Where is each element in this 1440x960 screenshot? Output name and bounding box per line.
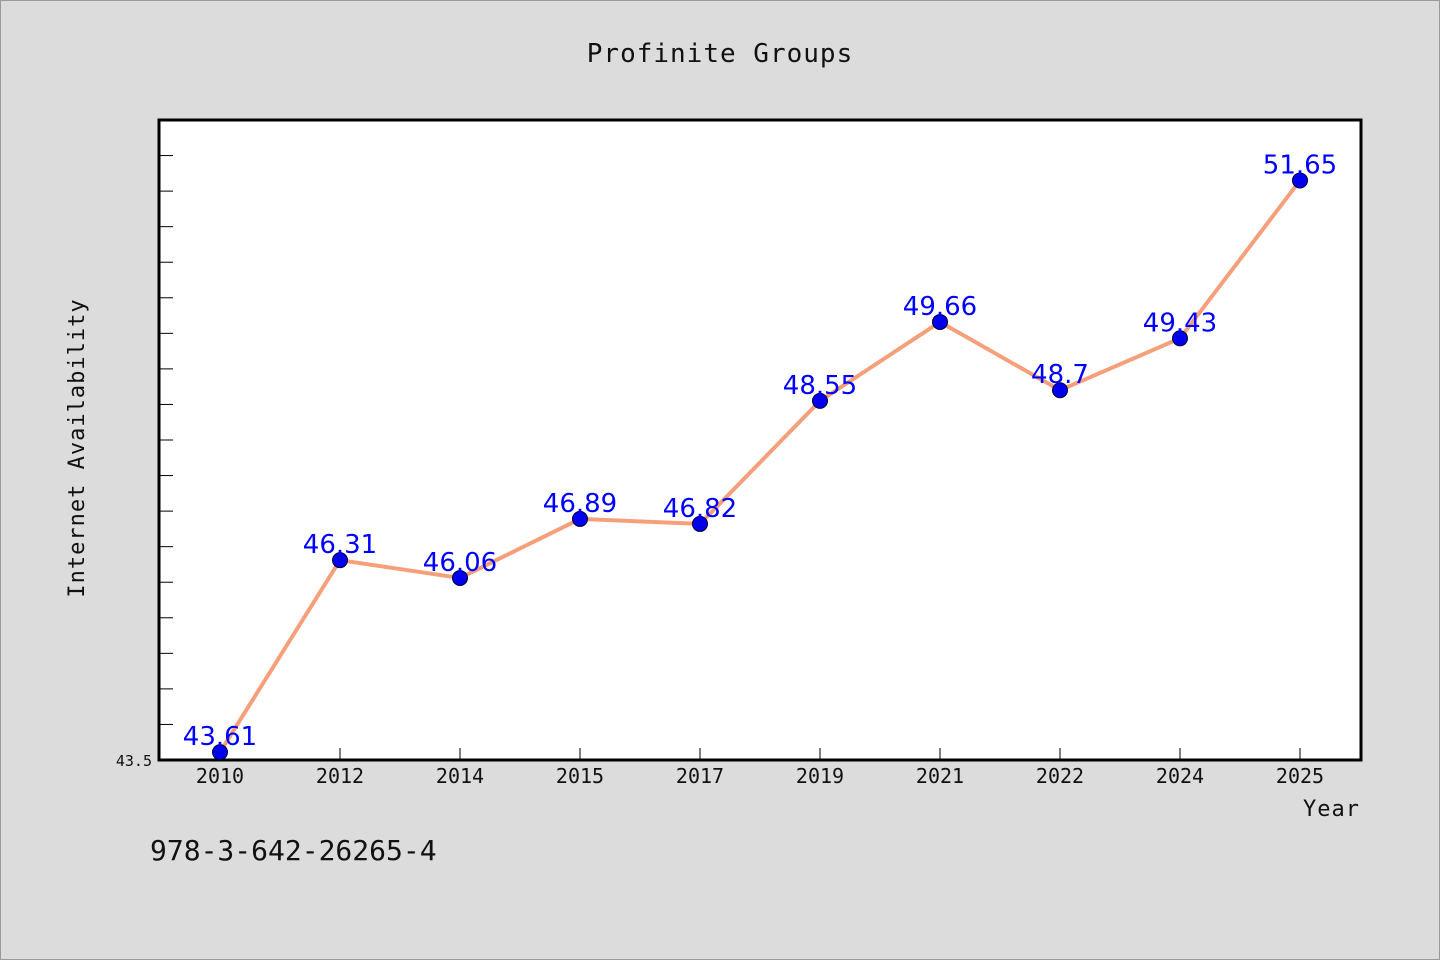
data-label: 49.66 [903, 292, 977, 322]
data-label: 46.06 [423, 548, 497, 578]
data-point [572, 510, 588, 527]
data-label: 46.82 [663, 494, 737, 524]
data-point [332, 552, 348, 569]
x-tick-label: 2025 [1276, 764, 1324, 788]
data-series: 43.61 46.31 46.06 46.89 46.82 48.55 49.66 48.7 4… [183, 150, 1337, 761]
data-point [692, 515, 708, 532]
data-label: 48.55 [783, 371, 857, 401]
x-tick-label: 2012 [316, 764, 364, 788]
x-tick-label: 2024 [1156, 764, 1204, 788]
x-tick-label: 2022 [1036, 764, 1084, 788]
plot-area [157, 118, 1363, 762]
x-tick-label: 2010 [196, 764, 244, 788]
data-point [932, 313, 948, 330]
x-tick-labels: 2010 2012 2014 2015 2017 2019 2021 2022 2024 2025 [196, 764, 1324, 788]
data-label: 46.89 [543, 489, 617, 519]
isbn-footnote: 978-3-642-26265-4 [150, 834, 437, 867]
data-point [1172, 330, 1188, 347]
data-label: 49.43 [1143, 308, 1217, 338]
x-tick-label: 2021 [916, 764, 964, 788]
x-tick-label: 2019 [796, 764, 844, 788]
data-label: 43.61 [183, 722, 257, 752]
x-tick-label: 2017 [676, 764, 724, 788]
data-label: 51.65 [1263, 150, 1337, 180]
data-point [452, 569, 468, 586]
data-point [212, 744, 228, 761]
x-tick-label: 2014 [436, 764, 484, 788]
x-axis-label: Year [1303, 797, 1360, 822]
series-line [218, 179, 1302, 754]
data-point [812, 392, 828, 409]
x-tick-label: 2015 [556, 764, 604, 788]
y-tick-label: 43.5 [116, 752, 152, 770]
data-label: 48.7 [1031, 360, 1089, 390]
chart-title: Profinite Groups [587, 39, 853, 69]
data-point [1292, 172, 1308, 189]
y-axis-ticks [159, 119, 173, 725]
data-point [1052, 382, 1068, 399]
y-axis-label: Internet Availability [65, 298, 90, 597]
data-label: 46.31 [303, 530, 377, 560]
